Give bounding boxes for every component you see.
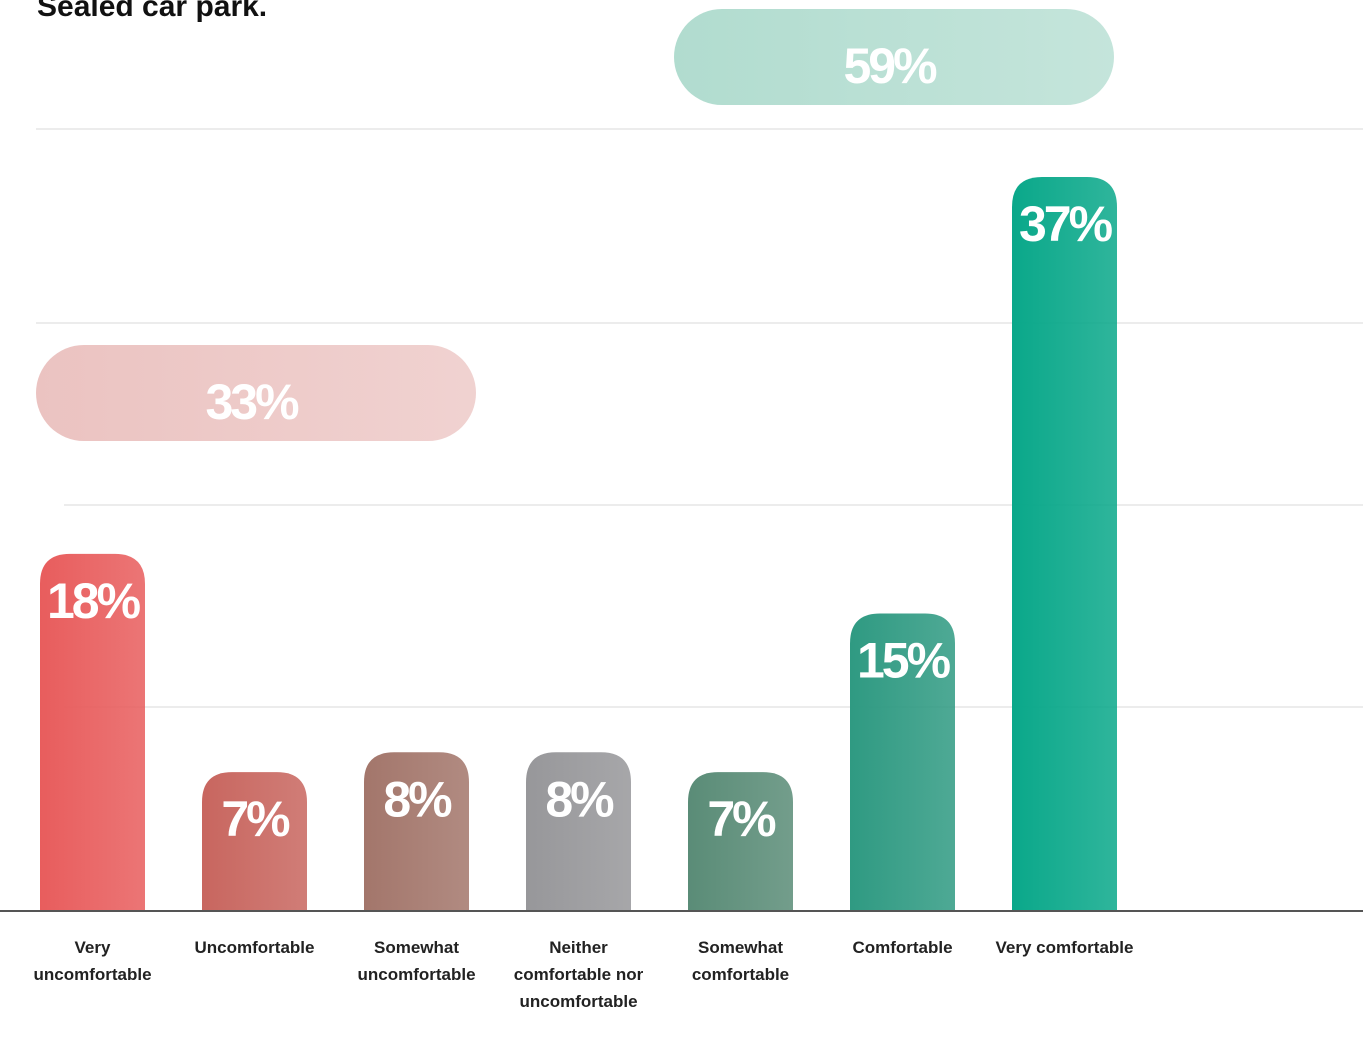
category-label: Somewhat comfortable	[691, 938, 790, 984]
bar	[1012, 177, 1117, 911]
bar	[850, 613, 955, 911]
value-label: 7%	[221, 791, 290, 847]
summary-pill	[674, 9, 1114, 105]
bar	[202, 772, 307, 911]
bar	[364, 752, 469, 911]
summary-label: 33%	[205, 374, 299, 430]
category-label: Very comfortable	[995, 938, 1134, 957]
value-label: 37%	[1019, 196, 1113, 252]
bar	[688, 772, 793, 911]
value-label: 18%	[47, 573, 141, 629]
bar	[40, 553, 145, 911]
value-label: 7%	[707, 791, 776, 847]
value-label: 8%	[383, 771, 452, 827]
summary-pill	[36, 345, 476, 441]
value-label: 15%	[857, 632, 951, 688]
category-label: Neither comfortable nor uncomfortable	[513, 938, 644, 1011]
category-label: Somewhat uncomfortable	[357, 938, 476, 984]
summary-label: 59%	[843, 38, 937, 94]
category-label: Uncomfortable	[194, 938, 315, 957]
bar	[526, 752, 631, 911]
category-label: Comfortable	[852, 938, 953, 957]
value-label: 8%	[545, 771, 614, 827]
category-label: Very uncomfortable	[33, 938, 152, 984]
chart-title: Sealed car park.	[37, 0, 267, 23]
decor-lines	[36, 128, 1363, 708]
